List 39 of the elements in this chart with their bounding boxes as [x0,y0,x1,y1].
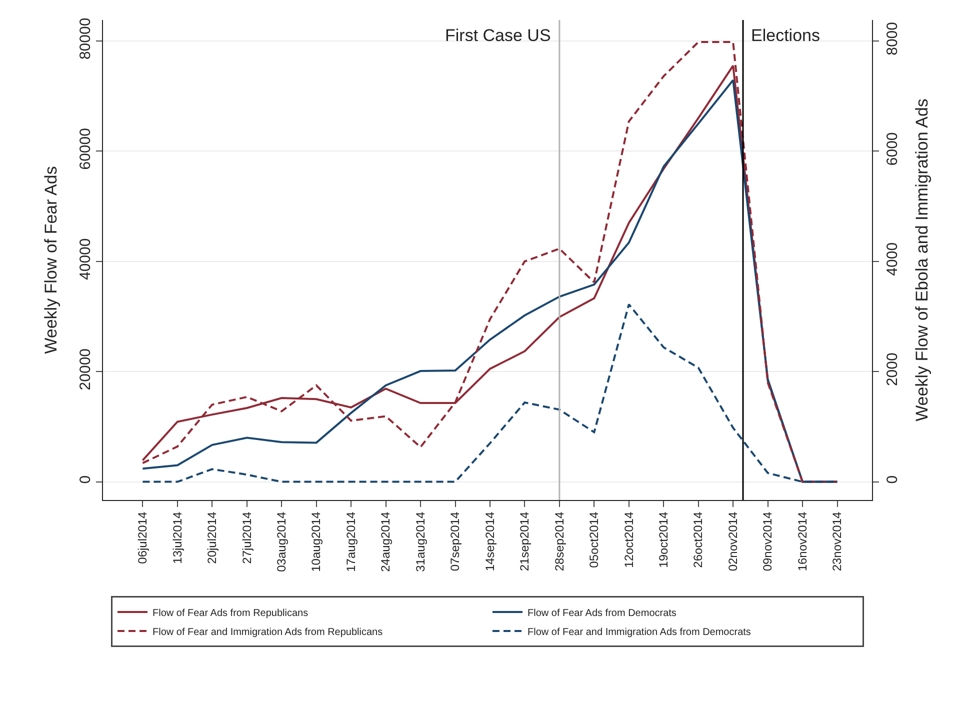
x-tick-label: 02nov2014 [726,511,740,572]
y-tick-label: 20000 [77,348,94,390]
legend-label: Flow of Fear Ads from Republicans [152,608,308,619]
x-tick-label: 23nov2014 [830,511,844,572]
x-tick-label: 19oct2014 [656,511,671,568]
y2-tick-label: 8000 [884,22,901,56]
y2-axis-title: Weekly Flow of Ebola and Immigration Ads [912,98,932,422]
ref-line-label: Elections [751,26,820,45]
y2-tick-label: 0 [884,475,901,484]
y-axis-title: Weekly Flow of Fear Ads [42,166,61,354]
x-tick-label: 07sep2014 [448,511,462,572]
x-tick-label: 05oct2014 [587,511,602,568]
x-tick-label: 13jul2014 [170,511,184,564]
x-tick-label: 20jul2014 [205,511,220,564]
legend-label: Flow of Fear Ads from Democrats [528,608,676,619]
x-tick-label: 09nov2014 [760,511,775,572]
x-tick-label: 24aug2014 [378,511,393,572]
y-tick-label: 0 [77,475,94,484]
y2-tick-label: 6000 [884,132,901,166]
legend-label: Flow of Fear and Immigration Ads from Democrats [528,626,751,638]
x-tick-label: 27jul2014 [240,511,254,564]
x-tick-label: 28sep2014 [552,511,566,572]
x-tick-label: 10aug2014 [309,511,324,572]
x-tick-label: 14sep2014 [482,511,497,572]
y-tick-label: 80000 [77,18,94,60]
y2-tick-label: 4000 [884,242,901,276]
x-tick-label: 03aug2014 [274,511,289,572]
x-tick-label: 12oct2014 [622,511,636,568]
y-tick-label: 60000 [77,128,94,170]
x-tick-label: 31aug2014 [413,511,428,572]
x-tick-label: 26oct2014 [691,511,706,568]
x-tick-label: 16nov2014 [795,511,810,572]
ref-line-label: First Case US [445,26,551,45]
y2-tick-label: 2000 [884,352,901,386]
x-tick-label: 06jul2014 [136,511,150,564]
legend-label: Flow of Fear and Immigration Ads from Republicans [152,626,383,638]
x-tick-label: 21sep2014 [518,511,532,572]
x-tick-label: 17aug2014 [344,511,358,572]
y-tick-label: 40000 [77,238,94,280]
